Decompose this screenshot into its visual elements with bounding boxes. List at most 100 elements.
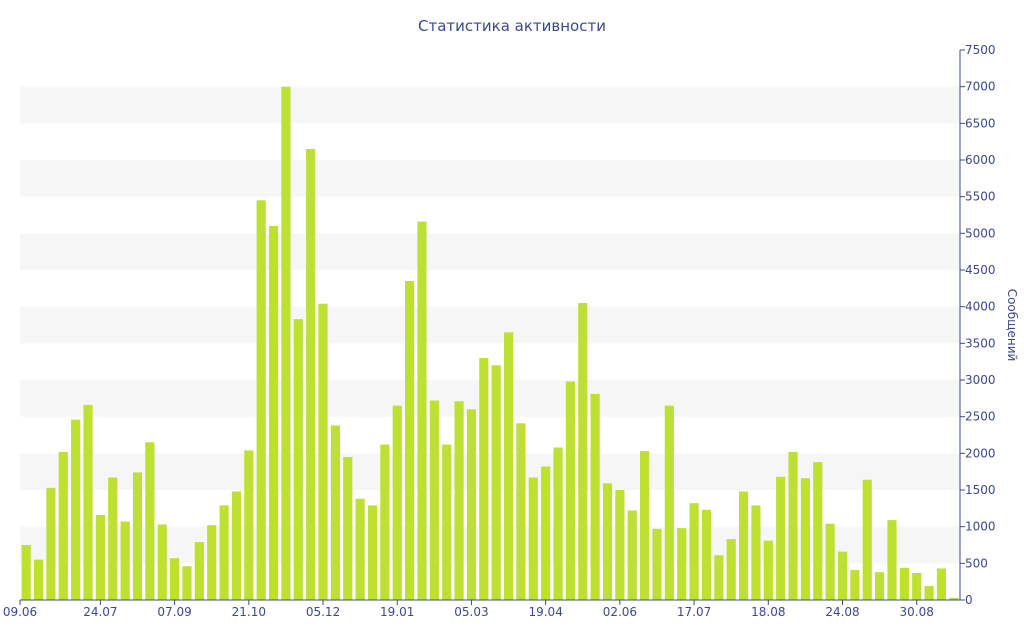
bar [924,586,934,600]
bar [776,476,786,600]
bar [602,483,613,600]
x-tick-label: 17.07 [677,605,711,619]
grid-band [20,233,960,270]
grid-band [20,306,960,344]
y-tick-label: 5000 [965,226,996,240]
y-tick-label: 0 [965,593,973,607]
grid-band [20,160,960,197]
bar [949,597,959,600]
bar [565,381,575,600]
bar [182,566,192,600]
x-tick-label: 19.01 [380,605,414,619]
y-tick-label: 500 [965,556,988,570]
bar [479,358,489,600]
bar [899,567,909,600]
y-tick-label: 6000 [965,153,996,167]
y-tick-label: 1000 [965,520,996,534]
y-tick-label: 4500 [965,263,996,277]
bar [380,444,390,600]
bar [207,525,217,600]
bar [108,477,118,600]
bar [83,404,93,600]
grid-bands [20,86,960,564]
bar [454,401,464,600]
bar [837,551,848,600]
bar [417,221,427,600]
y-tick-label: 7000 [965,80,996,94]
bar [516,423,526,600]
grid-band [20,86,960,124]
bar [850,569,860,600]
bar [330,425,340,600]
bar [219,505,229,600]
bar [120,521,130,600]
x-tick-label: 02.06 [603,605,637,619]
bar [912,572,922,600]
bar [194,542,204,600]
x-tick-label: 24.07 [83,605,117,619]
bar [862,479,872,600]
y-tick-label: 4000 [965,300,996,314]
bar [652,528,662,600]
bar [590,393,600,600]
bar [541,466,551,600]
bar [95,514,105,600]
bar [318,303,328,600]
bar [343,457,353,600]
y-tick-label: 3000 [965,373,996,387]
bar [726,539,736,600]
bar [714,555,724,600]
bar [157,524,167,600]
bar [306,149,316,600]
bar [367,505,378,600]
x-ticks: 09.06 24.07 07.09 21.10 05.12 19.01 05.03 19.04… [3,600,934,619]
bar [392,405,402,600]
bar [503,332,514,600]
bar [528,477,538,600]
bar [615,490,625,600]
y-tick-label: 5500 [965,190,996,204]
bar [293,319,303,600]
y-tick-label: 3500 [965,336,996,350]
x-tick-label: 07.09 [157,605,191,619]
bar [813,462,823,600]
bar [627,510,637,600]
x-tick-label: 05.12 [306,605,340,619]
bar [281,86,291,601]
y-tick-label: 6500 [965,116,996,130]
grid-band [20,380,960,417]
bar [244,450,254,600]
y-tick-label: 7500 [965,43,996,57]
x-tick-label: 30.08 [900,605,934,619]
bar [132,472,143,600]
bar [677,528,687,600]
x-tick-label: 19.04 [528,605,562,619]
bar [46,487,56,600]
x-tick-label: 18.08 [751,605,785,619]
chart-title: Статистика активности [418,17,606,35]
y-tick-label: 1500 [965,483,996,497]
bar [145,442,155,600]
x-tick-label: 24.08 [825,605,859,619]
bar [231,491,242,600]
x-tick-label: 09.06 [3,605,37,619]
bar [763,540,773,600]
bar [640,451,650,600]
bar [875,572,885,600]
bar [58,451,68,600]
bar [936,568,947,600]
bar [738,491,749,600]
bar [689,503,699,600]
bar [664,405,674,600]
bar [553,447,563,600]
bar [887,520,897,600]
x-tick-label: 05.03 [454,605,488,619]
bar [256,200,266,600]
bar [578,303,588,600]
bar [442,444,452,600]
bar [33,559,44,600]
y-tick-label: 2000 [965,446,996,460]
bar [788,451,798,600]
